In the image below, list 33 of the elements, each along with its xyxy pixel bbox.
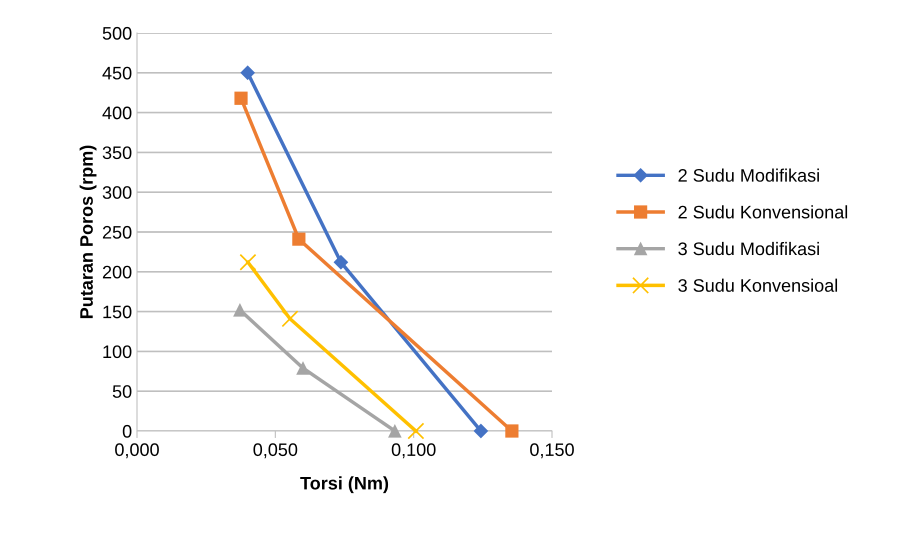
y-axis-title: Putaran Poros (rpm) xyxy=(80,146,96,318)
point xyxy=(240,66,255,80)
y-tick-label: 500 xyxy=(102,26,132,40)
legend-label: 3 Sudu Modifikasi xyxy=(678,242,819,256)
legend-label: 2 Sudu Modifikasi xyxy=(678,168,819,182)
y-tick-label: 50 xyxy=(112,385,132,398)
legend-label: 3 Sudu Konvensioal xyxy=(678,278,838,292)
y-tick-label: 250 xyxy=(102,226,132,239)
y-tick-label: 200 xyxy=(102,266,132,279)
point xyxy=(234,92,248,105)
point xyxy=(474,424,488,438)
x-tick-label: 0,000 xyxy=(115,443,159,458)
x-tick-label: 0,100 xyxy=(392,443,436,458)
point xyxy=(407,422,424,440)
y-tick-label: 300 xyxy=(102,186,132,199)
y-tick-label: 400 xyxy=(102,106,132,120)
point xyxy=(239,254,256,271)
y-tick-label: 150 xyxy=(103,306,132,318)
x-tick-label: 0,150 xyxy=(530,443,574,458)
legend-label: 2 Sudu Konvensional xyxy=(678,205,848,218)
point xyxy=(282,310,298,328)
point xyxy=(292,232,306,246)
y-tick-label: 450 xyxy=(102,66,132,80)
point xyxy=(505,424,518,438)
point xyxy=(334,255,348,270)
y-tick-label: 100 xyxy=(103,345,132,358)
y-tick-label: 0 xyxy=(122,424,132,438)
x-tick-label: 0,050 xyxy=(253,443,298,458)
point xyxy=(388,424,402,438)
x-axis-title: Torsi (Nm) xyxy=(300,476,388,494)
point xyxy=(296,362,310,375)
y-tick-label: 350 xyxy=(102,146,132,160)
point xyxy=(233,303,247,317)
